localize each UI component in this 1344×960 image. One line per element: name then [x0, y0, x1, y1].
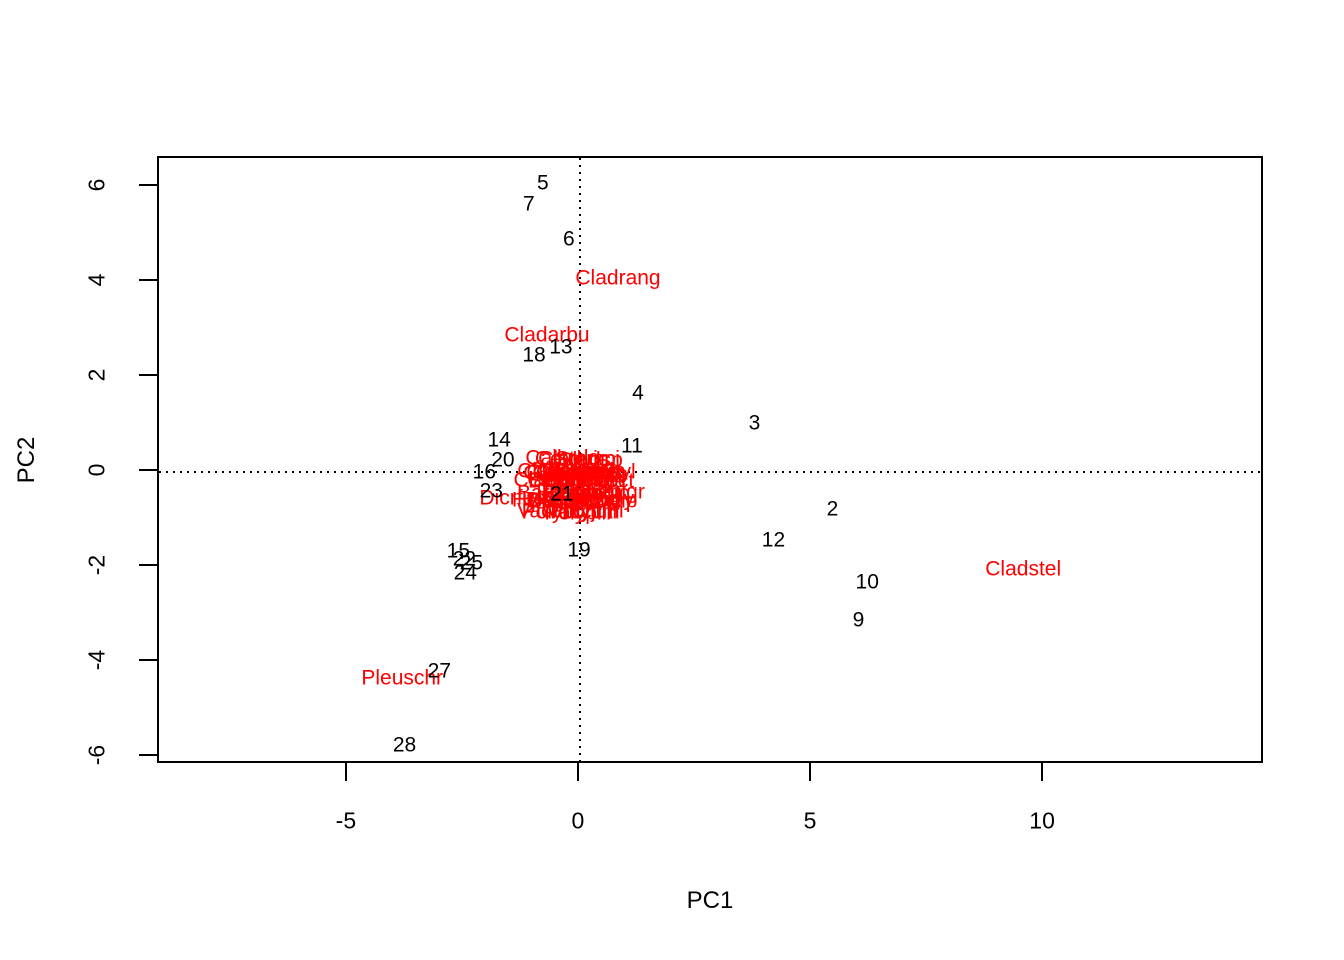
species-label: Cladbotr: [527, 468, 607, 492]
y-axis-tick: [139, 658, 157, 661]
site-label: 11: [621, 434, 643, 458]
species-label: Cladchlo: [546, 462, 628, 486]
species-label: Dicrpoly: [558, 487, 635, 511]
y-axis-tick: [139, 373, 157, 376]
site-label: 7: [523, 192, 535, 216]
species-label: Cladfimb: [538, 459, 622, 483]
site-label: 22: [452, 547, 477, 571]
site-label: 6: [562, 227, 575, 251]
site-label: 15: [446, 539, 471, 563]
species-label: Polycomm: [521, 500, 620, 524]
x-axis-tick: [1041, 763, 1044, 781]
y-axis-tick-label: 0: [83, 463, 110, 477]
y-axis-tick: [139, 278, 157, 281]
species-label: Barbhatc: [517, 481, 602, 505]
species-label: Flavniva: [536, 480, 615, 504]
site-label: 16: [472, 460, 497, 484]
species-label: Cladcocc: [517, 459, 604, 483]
species-label: Polypili: [544, 501, 611, 525]
species-label: Cladsp: [557, 448, 623, 472]
species-label: Pohlnuta: [543, 469, 627, 493]
site-label: 4: [632, 381, 644, 405]
x-axis-tick: [344, 763, 347, 781]
species-label: Diphcomp: [542, 489, 638, 513]
site-label: 12: [761, 528, 786, 552]
species-label: Peltapht: [543, 481, 621, 505]
site-label: 3: [748, 411, 761, 435]
species-label: Descflex: [525, 488, 607, 512]
species-label: Cladgrac: [532, 461, 617, 485]
site-label: 13: [549, 335, 573, 359]
y-axis-tick: [139, 753, 157, 756]
species-label: Pleuschr: [361, 666, 444, 690]
species-label: Cladamau: [513, 468, 610, 492]
species-label: Cetreric: [534, 447, 609, 471]
x-axis-tick: [809, 763, 812, 781]
site-label: 5: [536, 171, 549, 195]
x-axis-title: PC1: [686, 887, 734, 914]
site-label: 19: [567, 538, 591, 562]
species-label: Ptilcili: [541, 480, 596, 504]
y-axis-tick-label: -6: [83, 744, 110, 766]
species-label: Cladarbu: [504, 323, 590, 347]
site-label: 2: [826, 497, 839, 521]
site-label: 21: [550, 482, 574, 506]
species-label: Cladstel: [985, 557, 1062, 581]
y-axis-title: PC2: [13, 436, 40, 483]
y-axis-tick-label: -4: [83, 649, 110, 671]
species-label: Polyjuni: [550, 499, 624, 523]
species-label: Stersp: [555, 447, 616, 471]
species-label: Cladcorn: [526, 460, 611, 484]
species-label: Betupube: [528, 469, 618, 493]
y-axis-tick: [139, 468, 157, 471]
zero-vertical-guide-line: [578, 158, 581, 761]
y-axis-tick-label: 2: [83, 368, 110, 382]
x-axis-tick-label: 5: [803, 807, 817, 834]
y-axis-tick-label: 4: [83, 273, 110, 287]
site-label: 18: [522, 343, 546, 367]
species-label: Icmaeric: [549, 481, 629, 505]
species-label: Cladcerv: [523, 461, 607, 485]
species-label: Cladunci: [538, 447, 620, 471]
species-label: Nepharct: [548, 469, 635, 493]
species-label: Cladphyl: [553, 460, 636, 484]
plot-area: Cladrang Cladarbu Cladstel Pleuschr Callvulg…: [157, 156, 1263, 763]
species-label: Pinusylv: [541, 468, 620, 492]
species-label: Dicrfusc: [479, 486, 556, 510]
y-axis-tick-label: -2: [83, 554, 110, 576]
zero-horizontal-guide-line: [159, 470, 1261, 473]
y-axis-tick: [139, 563, 157, 566]
species-label: Vacculig: [543, 488, 622, 512]
species-label: Cladrang: [575, 266, 661, 290]
species-label: Dicrsp: [527, 489, 588, 513]
species-label: Cetrisla: [554, 459, 626, 483]
y-axis-tick-label: 6: [83, 178, 110, 192]
species-label: Vaccmyrt: [517, 499, 603, 523]
site-label: 14: [487, 428, 511, 452]
species-label: Callvulg: [525, 446, 601, 470]
site-label: 24: [453, 561, 477, 585]
site-label: 25: [459, 551, 484, 575]
x-axis-tick-label: -5: [335, 807, 357, 834]
site-label: 27: [427, 659, 452, 683]
site-label: 28: [392, 733, 417, 757]
y-axis-tick: [139, 183, 157, 186]
x-axis-tick-label: 0: [571, 807, 585, 834]
site-label: 23: [479, 479, 503, 503]
x-axis-tick-label: 10: [1029, 807, 1055, 834]
species-label: Rhodtome: [525, 489, 623, 513]
site-label: 10: [855, 570, 879, 594]
species-label: Hylosple: [511, 488, 593, 512]
species-label: Empenigr: [554, 480, 645, 504]
species-label: Vaccviti: [546, 500, 618, 524]
x-axis-tick: [576, 763, 579, 781]
site-label: 9: [852, 608, 865, 632]
species-label: Cladcris: [546, 460, 623, 484]
site-label: 20: [491, 448, 515, 472]
species-label: Claddefo: [535, 461, 620, 485]
